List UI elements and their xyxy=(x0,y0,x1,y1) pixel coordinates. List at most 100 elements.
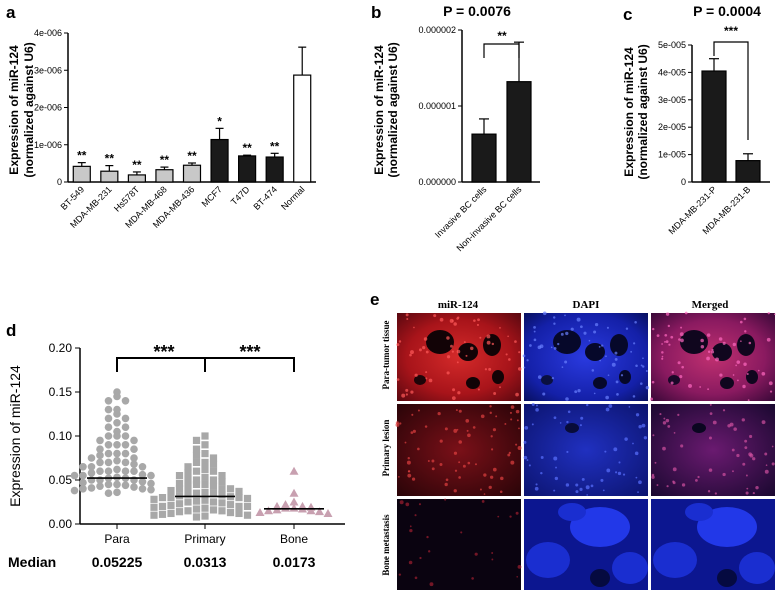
texture-speck xyxy=(677,413,680,417)
dot-para xyxy=(147,471,155,480)
texture-speck xyxy=(614,351,618,355)
texture-speck xyxy=(552,316,556,319)
dot-bone xyxy=(289,503,299,512)
texture-speck xyxy=(431,459,435,463)
texture-speck xyxy=(711,350,715,354)
texture-speck xyxy=(632,442,634,445)
texture-speck xyxy=(604,450,607,453)
texture-speck xyxy=(455,409,458,412)
texture-speck xyxy=(446,336,450,340)
texture-speck xyxy=(680,444,684,448)
y-tick-label-a: 3e-006 xyxy=(34,65,62,75)
texture-speck xyxy=(422,346,426,350)
dot-para xyxy=(121,449,130,458)
texture-speck xyxy=(744,446,748,450)
texture-speck xyxy=(752,491,755,495)
dot-para xyxy=(147,479,155,488)
y-tick-label-a: 2e-006 xyxy=(34,103,62,113)
dot-para xyxy=(96,451,104,460)
texture-speck xyxy=(714,492,718,495)
texture-speck xyxy=(488,485,492,490)
dot-primary xyxy=(243,494,252,503)
texture-speck xyxy=(462,464,466,468)
panel-letter-d: d xyxy=(6,321,16,340)
dot-primary xyxy=(167,486,175,495)
texture-speck xyxy=(529,344,532,347)
texture-speck xyxy=(594,322,599,327)
texture-speck xyxy=(395,422,400,427)
texture-speck xyxy=(533,338,537,342)
texture-speck xyxy=(672,467,677,472)
texture-speck xyxy=(656,484,659,486)
dot-primary xyxy=(201,504,209,512)
texture-speck xyxy=(565,397,569,401)
dot-primary xyxy=(235,509,243,518)
texture-speck xyxy=(535,404,538,407)
texture-speck xyxy=(414,576,418,580)
texture-speck xyxy=(718,337,723,341)
texture-speck xyxy=(667,324,671,328)
texture-speck xyxy=(680,326,683,329)
texture-speck xyxy=(757,369,760,372)
texture-speck xyxy=(688,383,692,388)
dot-primary xyxy=(192,497,201,505)
dot-primary xyxy=(235,494,243,502)
y-axis-label-c-line2: (normalized against U6) xyxy=(636,44,650,179)
texture-speck xyxy=(625,327,629,330)
significance-bracket-d-1 xyxy=(116,357,206,372)
texture-speck xyxy=(493,392,497,395)
dot-primary xyxy=(192,513,201,521)
texture-speck xyxy=(523,366,526,369)
texture-speck xyxy=(654,461,657,464)
texture-speck xyxy=(699,386,702,388)
texture-speck xyxy=(643,436,648,440)
texture-speck xyxy=(732,342,737,347)
bar-a-MDA-MB-436 xyxy=(182,164,202,183)
texture-speck xyxy=(408,470,411,473)
texture-speck xyxy=(408,560,413,565)
texture-speck xyxy=(507,335,509,338)
dot-primary xyxy=(226,508,235,517)
texture-speck xyxy=(407,457,410,460)
bar-a-MDA-MB-231 xyxy=(100,170,119,183)
texture-speck xyxy=(531,402,535,406)
texture-speck xyxy=(492,467,497,472)
texture-speck xyxy=(665,340,669,344)
texture-speck xyxy=(553,322,556,325)
micrograph-para-merged xyxy=(651,313,775,401)
texture-speck xyxy=(679,332,684,337)
texture-speck xyxy=(444,482,448,487)
dot-primary xyxy=(184,469,192,477)
texture-speck xyxy=(429,582,434,587)
texture-speck xyxy=(768,381,773,386)
panel-d: d Expression of miR-124 0.00 0.05 0.10 0.15… xyxy=(6,321,345,570)
texture-speck xyxy=(446,355,451,359)
texture-speck xyxy=(500,476,504,481)
significance-a: ** xyxy=(242,141,252,155)
texture-speck xyxy=(410,431,414,434)
texture-speck xyxy=(410,390,414,394)
x-tick-label-a: BT-474 xyxy=(251,184,279,212)
panel-letter-c: c xyxy=(623,5,632,24)
x-tick-label-a: Normal xyxy=(279,184,307,212)
texture-speck xyxy=(566,420,569,424)
texture-speck xyxy=(661,343,663,345)
texture-speck xyxy=(579,424,582,427)
significance-a: ** xyxy=(105,152,115,166)
texture-speck xyxy=(641,423,646,428)
dot-para xyxy=(104,423,113,432)
texture-speck xyxy=(398,475,400,478)
significance-a: ** xyxy=(187,149,197,163)
texture-speck xyxy=(739,320,743,324)
texture-speck xyxy=(577,388,581,393)
texture-speck xyxy=(600,478,604,482)
dot-primary xyxy=(192,458,201,466)
texture-speck xyxy=(515,511,519,515)
significance-d-2: *** xyxy=(239,342,260,362)
texture-speck xyxy=(413,326,415,329)
bar-c xyxy=(735,160,761,183)
x-tick-label-a: MCF7 xyxy=(200,184,224,208)
dot-para xyxy=(79,485,87,493)
dot-primary xyxy=(175,485,184,493)
dot-primary xyxy=(184,463,192,471)
